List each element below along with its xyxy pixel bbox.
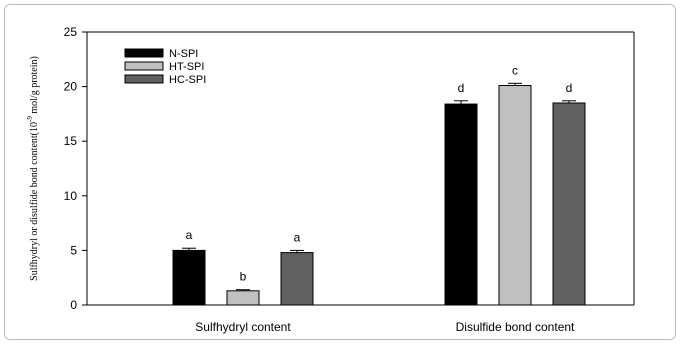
significance-label: c [512,63,518,77]
y-tick-label: 15 [64,134,78,148]
y-tick-label: 25 [64,25,78,39]
legend-swatch [124,74,164,84]
significance-label: a [294,230,301,244]
x-category-label: Disulfide bond content [456,320,575,334]
y-axis-label: Sulfhydryl or disulfide bond content(10-… [26,56,40,281]
y-tick-label: 10 [64,189,78,203]
significance-label: a [186,228,193,242]
y-tick-label: 0 [70,298,77,312]
significance-label: b [240,270,247,284]
y-tick-label: 5 [70,243,77,257]
bar [444,103,478,306]
x-category-label: Sulfhydryl content [195,320,291,334]
bar [552,102,586,306]
significance-label: d [458,81,465,95]
legend-label: HC-SPI [169,74,206,86]
legend-swatch [124,48,164,58]
figure-border [4,4,676,340]
bar [280,252,314,306]
y-tick-label: 20 [64,80,78,94]
bar [226,290,260,306]
legend-label: N-SPI [169,48,198,60]
bar [498,85,532,306]
legend-swatch [124,61,164,71]
legend-label: HT-SPI [169,61,204,73]
significance-label: d [566,81,573,95]
bar [172,249,206,306]
